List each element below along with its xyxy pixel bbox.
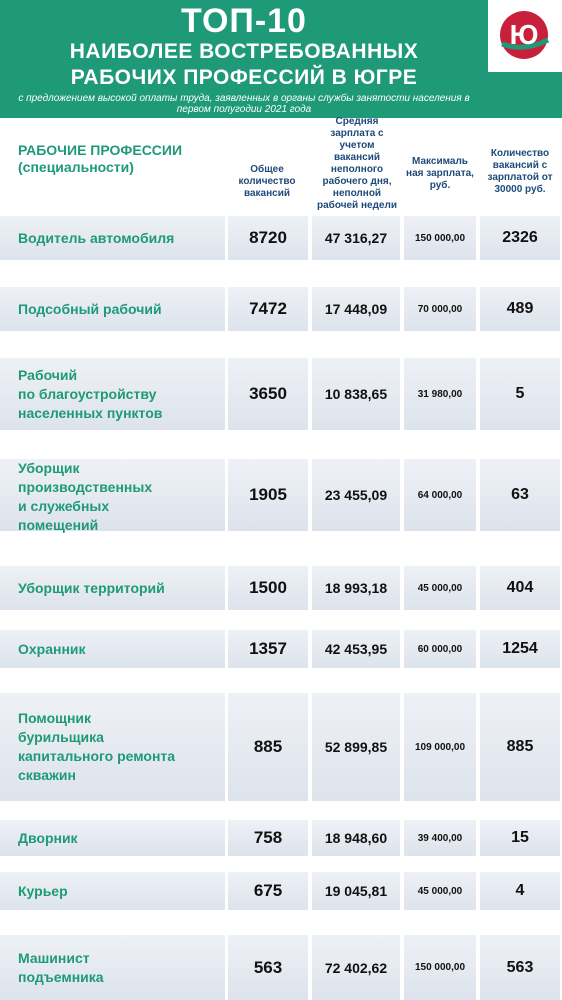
table-row: Рабочий по благоустройству населенных пу… (0, 358, 562, 430)
cell-count30k: 563 (480, 935, 560, 1000)
cell-max: 45 000,00 (404, 566, 476, 610)
cell-count30k: 404 (480, 566, 560, 610)
cell-avg: 18 948,60 (312, 820, 400, 856)
cell-total: 7472 (228, 287, 308, 331)
cell-avg: 42 453,95 (312, 630, 400, 668)
cell-total: 563 (228, 935, 308, 1000)
cell-max: 150 000,00 (404, 216, 476, 260)
cell-avg: 23 455,09 (312, 459, 400, 531)
header-banner: ТОП-10 НАИБОЛЕЕ ВОСТРЕБОВАННЫХ РАБОЧИХ П… (0, 0, 562, 118)
cell-total: 758 (228, 820, 308, 856)
cell-count30k: 2326 (480, 216, 560, 260)
row-background (0, 566, 225, 610)
column-header-profession: РАБОЧИЕ ПРОФЕССИИ (специальности) (18, 142, 183, 175)
cell-count30k: 15 (480, 820, 560, 856)
table-row: Уборщик производственных и служебных пом… (0, 459, 562, 533)
logo-box: Ю (488, 0, 562, 72)
cell-max: 64 000,00 (404, 459, 476, 531)
cell-total: 885 (228, 693, 308, 801)
cell-max: 31 980,00 (404, 358, 476, 430)
table-row: Охранник 1357 42 453,95 60 000,00 1254 (0, 630, 562, 668)
table-row: Курьер 675 19 045,81 45 000,00 4 (0, 872, 562, 910)
profession-name: Подсобный рабочий (18, 300, 162, 317)
column-header-count30k: Количество вакансий с зарплатой от 30000… (487, 148, 553, 195)
table-row: Уборщик территорий 1500 18 993,18 45 000,00… (0, 566, 562, 610)
cell-avg: 19 045,81 (312, 872, 400, 910)
profession-name: Машинист подъемника (18, 949, 104, 985)
page-title: ТОП-10 (181, 2, 307, 40)
column-header-total: Общее количество вакансий (238, 164, 296, 199)
profession-name: Водитель автомобиля (18, 229, 175, 246)
cell-max: 109 000,00 (404, 693, 476, 801)
page-subtitle-line2: РАБОЧИХ ПРОФЕССИЙ В ЮГРЕ (70, 66, 418, 89)
cell-count30k: 5 (480, 358, 560, 430)
yugra-logo-icon: Ю (500, 11, 550, 59)
cell-count30k: 1254 (480, 630, 560, 668)
cell-avg: 47 316,27 (312, 216, 400, 260)
svg-text:Ю: Ю (510, 19, 539, 50)
cell-total: 1905 (228, 459, 308, 531)
profession-name: Рабочий по благоустройству населенных пу… (18, 366, 163, 421)
table-row: Водитель автомобиля 8720 47 316,27 150 000,… (0, 216, 562, 260)
cell-total: 3650 (228, 358, 308, 430)
row-background (0, 630, 225, 668)
cell-avg: 52 899,85 (312, 693, 400, 801)
profession-name: Уборщик производственных и служебных пом… (18, 460, 153, 533)
table-row: Подсобный рабочий 7472 17 448,09 70 000,00 4… (0, 287, 562, 331)
row-background (0, 693, 225, 801)
cell-total: 1500 (228, 566, 308, 610)
row-background (0, 287, 225, 331)
cell-count30k: 489 (480, 287, 560, 331)
table-row: Машинист подъемника 563 72 402,62 150 000,0… (0, 935, 562, 1000)
profession-name: Охранник (18, 640, 86, 657)
table-row: Дворник 758 18 948,60 39 400,00 15 (0, 820, 562, 856)
cell-avg: 10 838,65 (312, 358, 400, 430)
cell-max: 60 000,00 (404, 630, 476, 668)
profession-name: Курьер (18, 882, 68, 899)
header-note: с предложением высокой оплаты труда, зая… (18, 93, 470, 115)
column-header-max: Максималь ная зарплата, руб. (406, 156, 474, 191)
row-background (0, 459, 225, 531)
row-background (0, 358, 225, 430)
profession-name: Уборщик территорий (18, 579, 165, 596)
cell-avg: 72 402,62 (312, 935, 400, 1000)
cell-max: 45 000,00 (404, 872, 476, 910)
profession-name: Помощник бурильщика капитального ремонта… (18, 710, 176, 783)
cell-avg: 18 993,18 (312, 566, 400, 610)
cell-total: 675 (228, 872, 308, 910)
column-header-avg: Средняя зарплата с учетом вакансий непол… (316, 116, 397, 211)
cell-max: 70 000,00 (404, 287, 476, 331)
cell-count30k: 4 (480, 872, 560, 910)
cell-max: 39 400,00 (404, 820, 476, 856)
cell-avg: 17 448,09 (312, 287, 400, 331)
cell-count30k: 885 (480, 693, 560, 801)
profession-name: Дворник (18, 829, 78, 846)
cell-count30k: 63 (480, 459, 560, 531)
cell-max: 150 000,00 (404, 935, 476, 1000)
page-subtitle-line1: НАИБОЛЕЕ ВОСТРЕБОВАННЫХ (69, 40, 419, 63)
row-background (0, 216, 225, 260)
row-background (0, 820, 225, 856)
cell-total: 1357 (228, 630, 308, 668)
row-background (0, 935, 225, 1000)
cell-total: 8720 (228, 216, 308, 260)
row-background (0, 872, 225, 910)
table-row: Помощник бурильщика капитального ремонта… (0, 693, 562, 801)
